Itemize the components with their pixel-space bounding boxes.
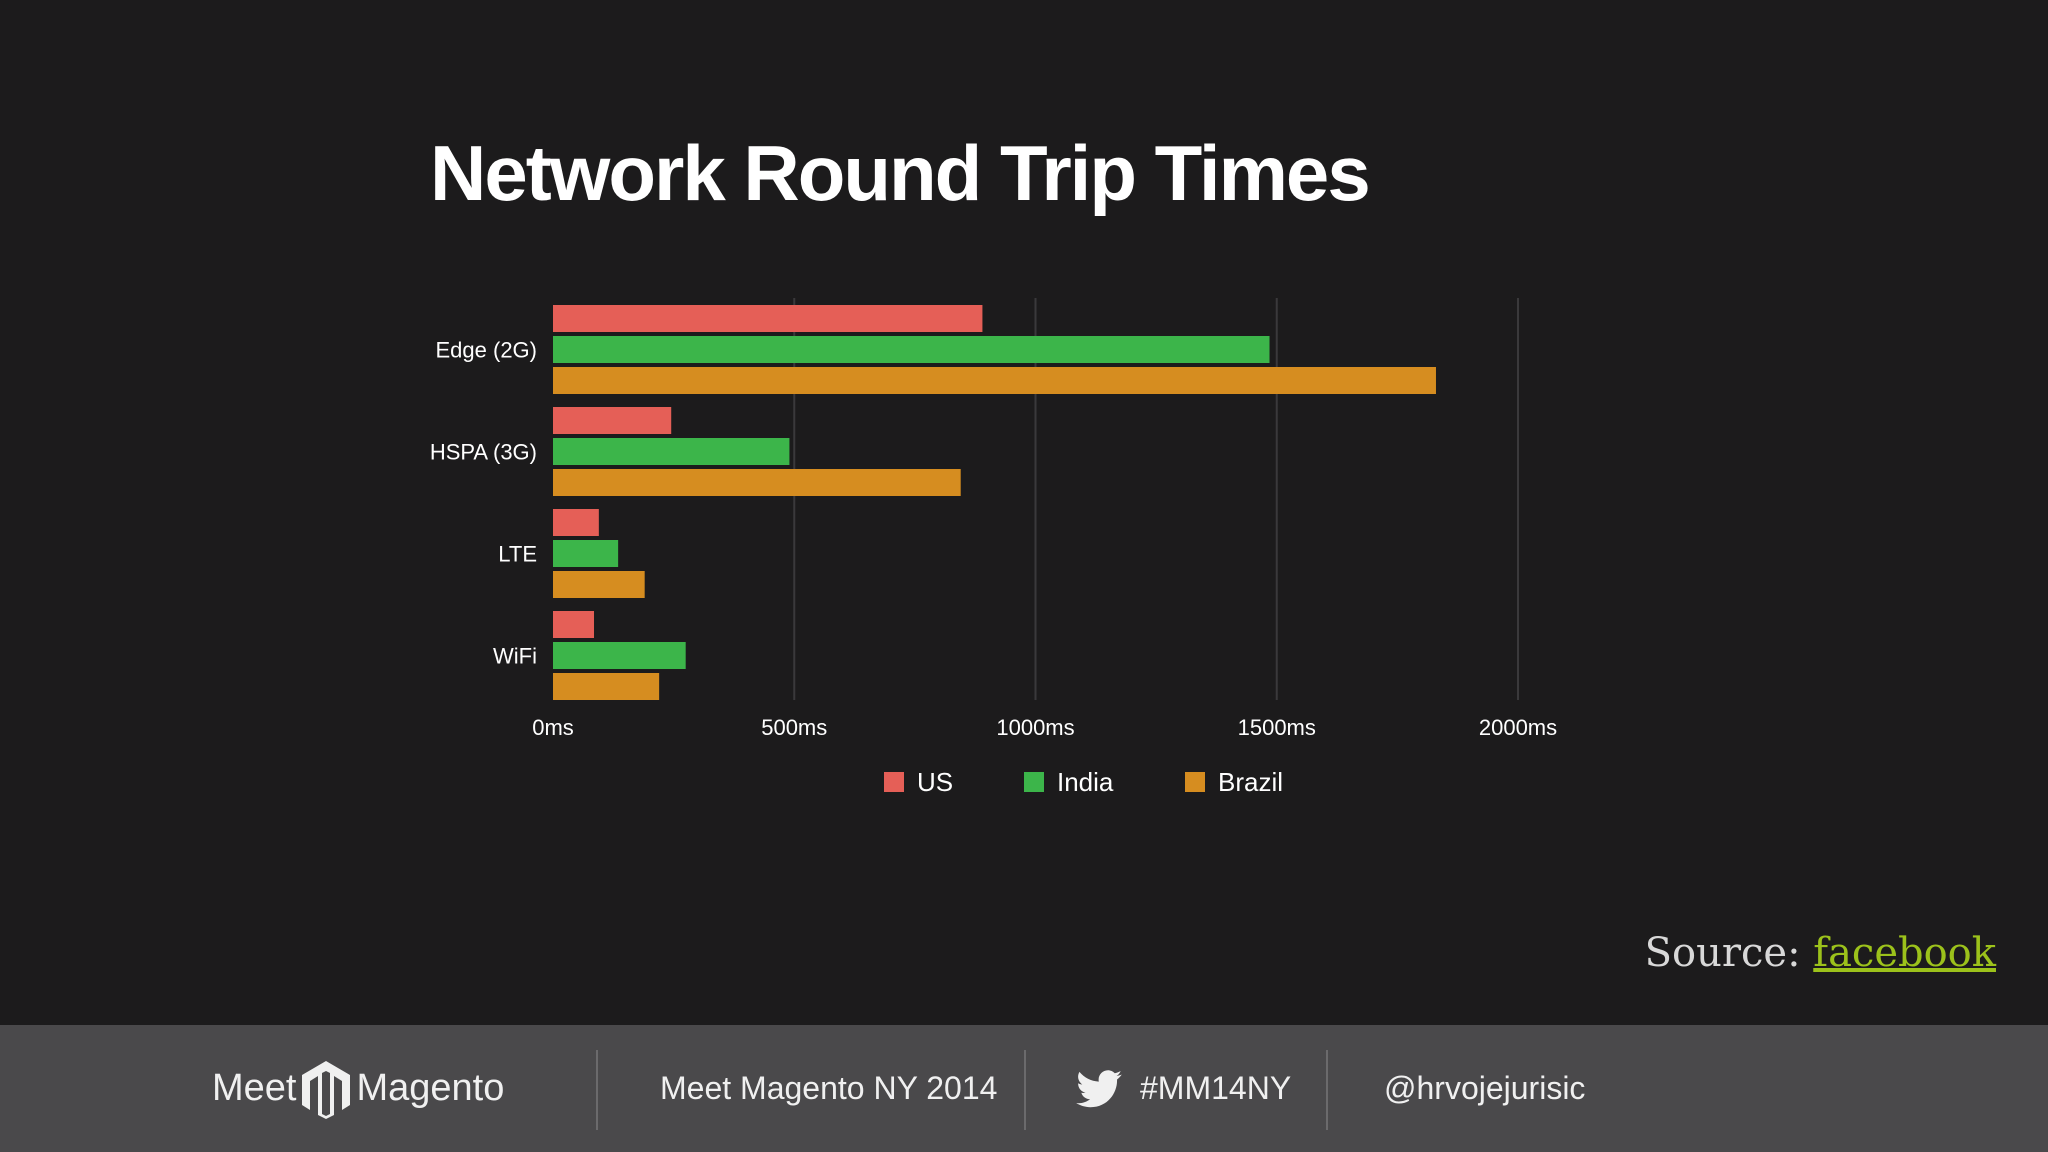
footer-divider xyxy=(1326,1050,1328,1130)
bars xyxy=(553,305,1436,700)
legend-swatch-india xyxy=(1024,772,1044,792)
slide-title: Network Round Trip Times xyxy=(430,129,1371,217)
bar-brazil xyxy=(553,367,1436,394)
twitter-bird-icon xyxy=(1076,1069,1122,1107)
hashtag: #MM14NY xyxy=(1076,1025,1291,1152)
bar-brazil xyxy=(553,469,961,496)
legend-label: US xyxy=(917,767,953,797)
legend: US India Brazil xyxy=(884,767,1283,797)
logo-text-magento: Magento xyxy=(356,1067,505,1109)
bar-us xyxy=(553,611,595,638)
bar-us xyxy=(553,305,983,332)
source-label: Source: xyxy=(1644,930,1801,976)
bar-us xyxy=(553,407,672,434)
magento-logo-icon xyxy=(302,1060,351,1119)
hashtag-text: #MM14NY xyxy=(1140,1070,1292,1106)
source-link[interactable]: facebook xyxy=(1813,930,1996,976)
meet-magento-logo: Meet Magento xyxy=(212,1025,504,1152)
bar-india xyxy=(553,336,1270,363)
footer-divider xyxy=(596,1050,598,1130)
category-label: HSPA (3G) xyxy=(430,440,537,465)
footer-bar: Meet Magento Meet Magento NY 2014 #MM14N… xyxy=(0,1025,2048,1152)
bar-india xyxy=(553,438,790,465)
logo-text-meet: Meet xyxy=(212,1067,297,1109)
bar-brazil xyxy=(553,571,645,598)
legend-swatch-brazil xyxy=(1185,772,1205,792)
x-tick-label: 0ms xyxy=(532,715,574,740)
category-label: Edge (2G) xyxy=(436,338,538,363)
bar-us xyxy=(553,509,599,536)
category-label: LTE xyxy=(498,542,537,567)
source-note: Source: facebook xyxy=(1645,930,1996,976)
legend-label: Brazil xyxy=(1218,767,1283,797)
event-name: Meet Magento NY 2014 xyxy=(660,1070,998,1106)
x-tick-label: 1500ms xyxy=(1238,715,1316,740)
x-tick-label: 2000ms xyxy=(1479,715,1557,740)
x-tick-label: 500ms xyxy=(761,715,827,740)
twitter-handle: @hrvojejurisic xyxy=(1384,1070,1586,1106)
legend-label: India xyxy=(1057,767,1114,797)
bar-brazil xyxy=(553,673,660,700)
bar-india xyxy=(553,540,619,567)
legend-swatch-us xyxy=(884,772,904,792)
x-tick-label: 1000ms xyxy=(996,715,1074,740)
grid-lines xyxy=(793,298,1519,700)
footer-divider xyxy=(1024,1050,1026,1130)
x-axis-ticks: 0ms 500ms 1000ms 1500ms 2000ms xyxy=(532,715,1557,740)
category-label: WiFi xyxy=(493,644,537,669)
category-labels: Edge (2G) HSPA (3G) LTE WiFi xyxy=(430,338,537,669)
bar-india xyxy=(553,642,686,669)
